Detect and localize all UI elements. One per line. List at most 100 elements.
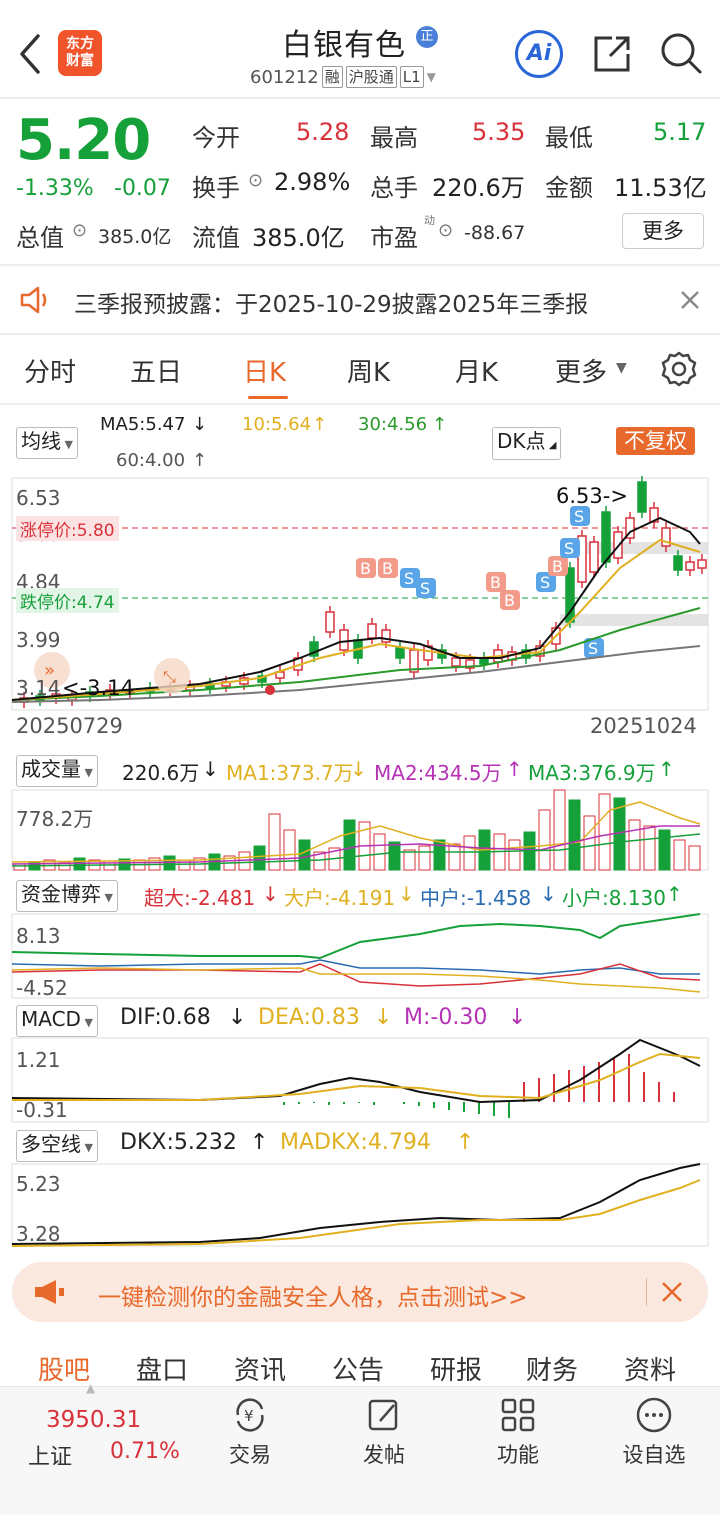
bottom-nav: ▲ 3950.31 上证 0.71% ¥ 交易 发帖 功能 设自选	[0, 1381, 720, 1515]
ftab-guba[interactable]: 股吧	[38, 1356, 91, 1386]
dk-point-button[interactable]: DK点 ◢	[492, 427, 562, 460]
fund-super: 超大:-2.481	[144, 886, 256, 910]
macd-select[interactable]: MACD ▼	[16, 1005, 98, 1037]
ad-banner[interactable]: 一键检测你的金融安全人格，点击测试>>	[12, 1262, 708, 1322]
ftab-pankou[interactable]: 盘口	[136, 1356, 189, 1386]
vol-ma2-arrow-icon: ↑	[506, 757, 523, 781]
volume-bar	[598, 793, 611, 871]
candle	[685, 561, 695, 571]
candle	[339, 629, 349, 651]
ma60-line	[11, 645, 701, 703]
volume-bar	[433, 839, 446, 871]
tab-active-indicator	[248, 396, 288, 399]
volume-bar	[13, 863, 26, 871]
candle	[661, 527, 671, 547]
ma60-label: 60:4.00	[116, 450, 186, 471]
banner-close-icon[interactable]	[658, 1278, 686, 1306]
more-button[interactable]: 更多	[622, 213, 704, 249]
limit-up-label: 涨停价:5.80	[16, 516, 119, 541]
tab-yuek[interactable]: 月K	[455, 358, 499, 388]
signal-dot	[265, 685, 275, 695]
close-icon[interactable]	[676, 286, 704, 314]
dkx-y-top: 5.23	[16, 1172, 61, 1196]
volume-bar	[373, 833, 386, 871]
buy-signal-label: B	[504, 591, 515, 610]
ai-button[interactable]: Ai	[515, 30, 563, 78]
back-icon[interactable]	[14, 32, 44, 76]
settings-gear-icon[interactable]	[660, 350, 698, 388]
ftab-caiwu[interactable]: 财务	[526, 1356, 579, 1386]
turnover-info-icon[interactable]: ⊙	[248, 170, 264, 191]
notice-text[interactable]: 三季报预披露：于2025-10-29披露2025年三季报	[74, 292, 589, 318]
macd-dif: DIF:0.68	[120, 1005, 211, 1030]
fund-chart[interactable]	[0, 912, 720, 1000]
dkx-select-caret-icon: ▼	[81, 1141, 93, 1154]
total-value-info-icon[interactable]: ⊙	[72, 220, 88, 241]
turnover-value: 2.98%	[274, 168, 351, 196]
candle	[325, 611, 335, 633]
tab-more[interactable]: 更多	[555, 358, 608, 388]
tag-hgt: 沪股通	[345, 66, 397, 88]
kline-y-label-1: 6.53	[16, 486, 61, 510]
search-icon[interactable]	[658, 30, 704, 76]
macd-select-label: MACD	[21, 1007, 81, 1031]
tab-fenshi[interactable]: 分时	[24, 358, 77, 388]
amount-label: 金额	[545, 174, 593, 202]
volume-select[interactable]: 成交量 ▼	[16, 755, 98, 787]
index-change: 0.71%	[110, 1439, 180, 1464]
open-value: 5.28	[296, 118, 350, 146]
ftab-gonggao[interactable]: 公告	[332, 1356, 385, 1386]
tab-rik[interactable]: 日K	[243, 358, 287, 388]
volume-y-label: 778.2万	[16, 807, 94, 831]
buy-signal-icon	[356, 558, 376, 578]
vol-ma3-arrow-icon: ↑	[658, 757, 675, 781]
ma-select[interactable]: 均线 ▼	[16, 427, 78, 459]
sell-signal-icon	[400, 568, 420, 588]
candle	[381, 629, 391, 643]
ma5-line	[11, 516, 701, 701]
candle	[625, 517, 635, 539]
sell-signal-label: S	[404, 569, 414, 588]
limit-down-label: 跌停价:4.74	[16, 588, 119, 613]
nav-post[interactable]: 发帖	[344, 1395, 424, 1469]
dkx-line	[11, 1163, 701, 1245]
volume-bar	[343, 819, 356, 871]
volume-value: 220.6万	[122, 761, 200, 785]
macd-chart[interactable]	[0, 1036, 720, 1124]
fund-select[interactable]: 资金博弈 ▼	[16, 880, 118, 912]
index-value[interactable]: 3950.31	[46, 1407, 142, 1433]
fund-mid: 中户:-1.458	[420, 886, 532, 910]
ftab-zixun[interactable]: 资讯	[234, 1356, 287, 1386]
volume-chart[interactable]	[0, 788, 720, 872]
ftab-yanbao[interactable]: 研报	[430, 1356, 483, 1386]
banner-divider	[646, 1278, 647, 1306]
adjust-button[interactable]: 不复权	[616, 427, 695, 455]
dkx-chart[interactable]	[0, 1162, 720, 1248]
amount-value: 11.53亿	[614, 174, 707, 202]
nav-trade[interactable]: ¥ 交易	[210, 1395, 290, 1469]
nav-caret-icon: ▲	[86, 1381, 96, 1395]
nav-function[interactable]: 功能	[478, 1395, 558, 1469]
high-label: 最高	[370, 124, 418, 152]
fund-y-bottom: -4.52	[16, 976, 68, 1000]
volume-bar	[658, 829, 671, 871]
volume-bar	[673, 839, 686, 871]
candle	[577, 535, 587, 583]
tab-wuri[interactable]: 五日	[130, 358, 183, 388]
candle	[601, 511, 611, 563]
vol-ma2: MA2:434.5万	[374, 761, 502, 785]
nav-post-label: 发帖	[363, 1443, 405, 1467]
sell-signal-icon	[584, 638, 604, 658]
ftab-ziliao[interactable]: 资料	[624, 1356, 677, 1386]
megaphone-icon	[32, 1278, 66, 1306]
high-marker: 6.53->	[556, 484, 628, 508]
pe-info-icon[interactable]: ⊙	[438, 220, 454, 241]
share-icon[interactable]	[590, 32, 634, 76]
dkx-select[interactable]: 多空线 ▼	[16, 1130, 98, 1162]
app-logo: 东方 财富	[58, 30, 102, 76]
tab-zhouk[interactable]: 周K	[347, 358, 391, 388]
chevron-down-icon[interactable]: ▼	[426, 70, 436, 84]
nav-add-watchlist[interactable]: 设自选	[606, 1395, 702, 1469]
index-name: 上证	[28, 1445, 73, 1470]
